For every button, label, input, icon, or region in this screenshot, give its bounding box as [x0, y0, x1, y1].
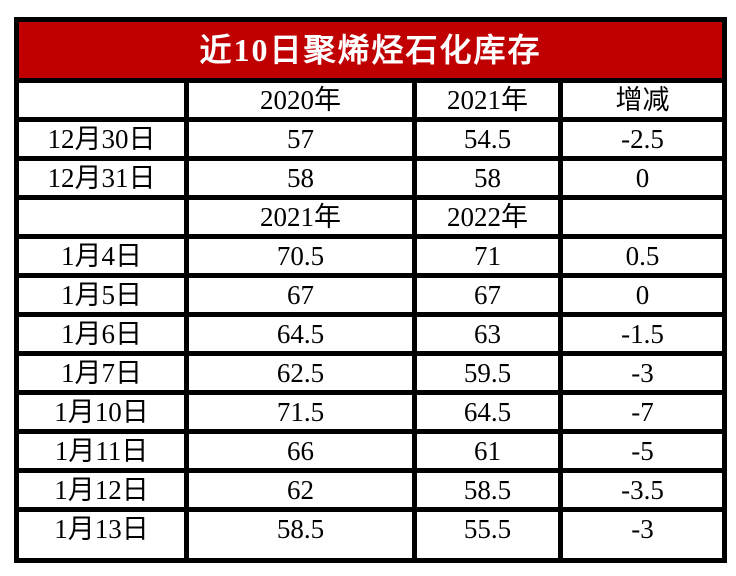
corner-cell: [14, 78, 189, 122]
value-cell: 71.5: [184, 390, 417, 434]
diff-cell: -2.5: [557, 117, 728, 161]
value-cell: 70.5: [184, 234, 417, 278]
table-row: 12月31日 58 58 0: [14, 156, 728, 200]
table-row: 1月6日 64.5 63 -1.5: [14, 312, 728, 356]
value-cell: 62.5: [184, 351, 417, 395]
year-header-cell: 2022年: [412, 195, 563, 239]
date-cell: 1月11日: [14, 429, 189, 473]
diff-cell: -1.5: [557, 312, 728, 356]
value-cell: 61: [412, 429, 563, 473]
table-row: 1月10日 71.5 64.5 -7: [14, 390, 728, 434]
date-cell: 1月4日: [14, 234, 189, 278]
value-cell: 67: [184, 273, 417, 317]
year-header-cell: 2021年: [184, 195, 417, 239]
year-header-cell: 2020年: [184, 78, 417, 122]
date-cell: 1月10日: [14, 390, 189, 434]
value-cell: 55.5: [412, 507, 563, 563]
date-cell: 1月5日: [14, 273, 189, 317]
table-row: 1月11日 66 61 -5: [14, 429, 728, 473]
diff-cell: -3: [557, 507, 728, 563]
table-row: 12月30日 57 54.5 -2.5: [14, 117, 728, 161]
value-cell: 63: [412, 312, 563, 356]
value-cell: 58: [184, 156, 417, 200]
value-cell: 58: [412, 156, 563, 200]
diff-header-cell: 增减: [557, 78, 728, 122]
diff-cell: 0: [557, 273, 728, 317]
value-cell: 59.5: [412, 351, 563, 395]
value-cell: 64.5: [184, 312, 417, 356]
table-title: 近10日聚烯烃石化库存: [13, 17, 728, 83]
date-cell: 12月30日: [14, 117, 189, 161]
year-header-row-1: 2020年 2021年 增减: [14, 78, 728, 122]
date-cell: 1月12日: [14, 468, 189, 512]
table-row: 1月7日 62.5 59.5 -3: [14, 351, 728, 395]
diff-cell: 0: [557, 156, 728, 200]
diff-cell: -3: [557, 351, 728, 395]
value-cell: 62: [184, 468, 417, 512]
table-row: 1月13日 58.5 55.5 -3: [14, 507, 728, 563]
value-cell: 57: [184, 117, 417, 161]
diff-header-cell: [557, 195, 728, 239]
table-row: 1月4日 70.5 71 0.5: [14, 234, 728, 278]
date-cell: 1月13日: [14, 507, 189, 563]
value-cell: 71: [412, 234, 563, 278]
corner-cell: [14, 195, 189, 239]
value-cell: 66: [184, 429, 417, 473]
date-cell: 12月31日: [14, 156, 189, 200]
table-row: 1月5日 67 67 0: [14, 273, 728, 317]
date-cell: 1月6日: [14, 312, 189, 356]
year-header-row-2: 2021年 2022年: [14, 195, 728, 239]
diff-cell: -5: [557, 429, 728, 473]
year-header-cell: 2021年: [412, 78, 563, 122]
value-cell: 54.5: [412, 117, 563, 161]
date-cell: 1月7日: [14, 351, 189, 395]
value-cell: 58.5: [412, 468, 563, 512]
value-cell: 64.5: [412, 390, 563, 434]
inventory-table: 近10日聚烯烃石化库存 2020年 2021年 增减 12月30日 57 54.…: [13, 17, 728, 563]
diff-cell: -3.5: [557, 468, 728, 512]
value-cell: 67: [412, 273, 563, 317]
title-row: 近10日聚烯烃石化库存: [13, 17, 728, 83]
table-row: 1月12日 62 58.5 -3.5: [14, 468, 728, 512]
diff-cell: 0.5: [557, 234, 728, 278]
value-cell: 58.5: [184, 507, 417, 563]
diff-cell: -7: [557, 390, 728, 434]
